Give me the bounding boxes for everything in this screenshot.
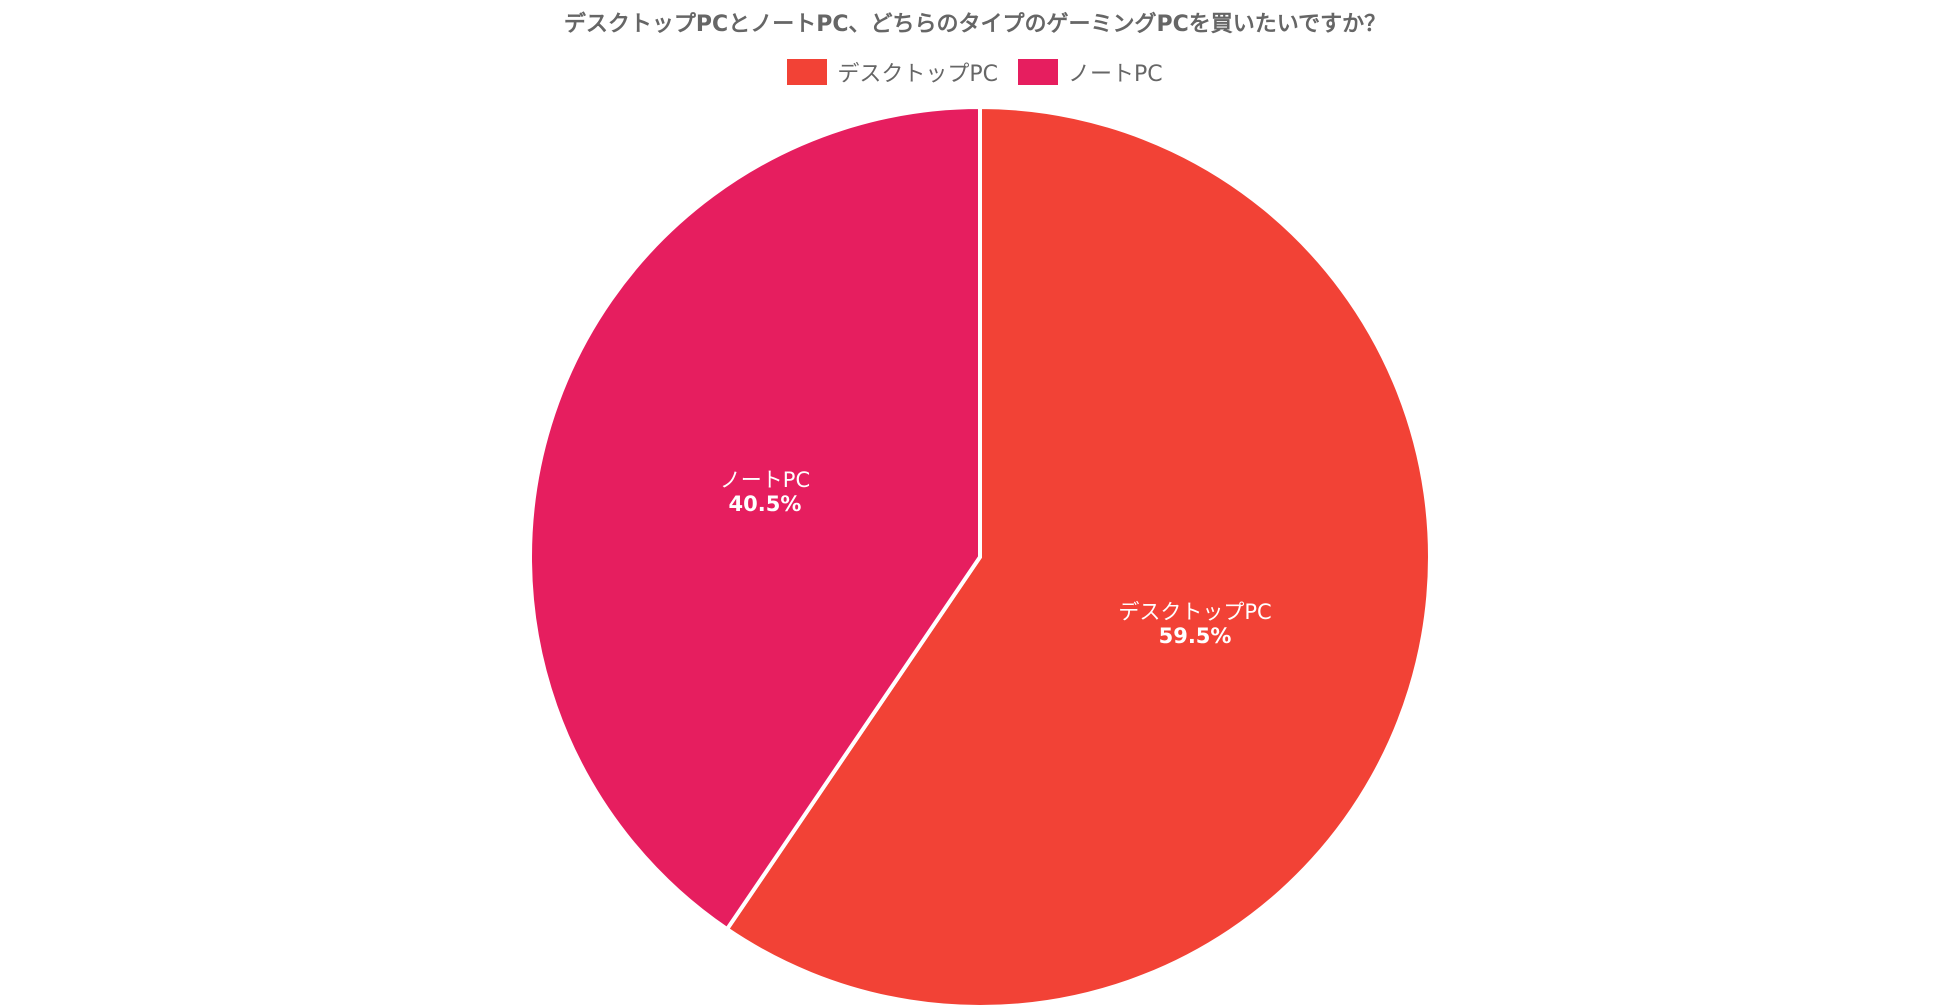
legend-label-notebook-pc: ノートPC — [1068, 62, 1163, 87]
slice-value-desktop-pc: 59.5% — [1159, 624, 1232, 648]
chart-title: デスクトップPCとノートPC、どちらのタイプのゲーミングPCを買いたいですか？ — [563, 12, 1387, 37]
legend-item-desktop-pc[interactable]: デスクトップPC — [787, 56, 998, 88]
legend: デスクトップPC ノートPC — [0, 56, 1950, 88]
pie-slice-desktop-pc[interactable] — [725, 105, 1432, 1006]
legend-swatch-notebook-pc — [1018, 59, 1058, 85]
slice-value-notebook-pc: 40.5% — [729, 492, 802, 516]
slice-label-notebook-pc: ノートPC — [720, 468, 810, 492]
slice-label-desktop-pc: デスクトップPC — [1118, 600, 1271, 624]
pie-slice-notebook-pc[interactable] — [528, 105, 982, 932]
legend-label-desktop-pc: デスクトップPC — [837, 62, 998, 87]
legend-swatch-desktop-pc — [787, 59, 828, 85]
legend-item-notebook-pc[interactable]: ノートPC — [1018, 56, 1163, 88]
